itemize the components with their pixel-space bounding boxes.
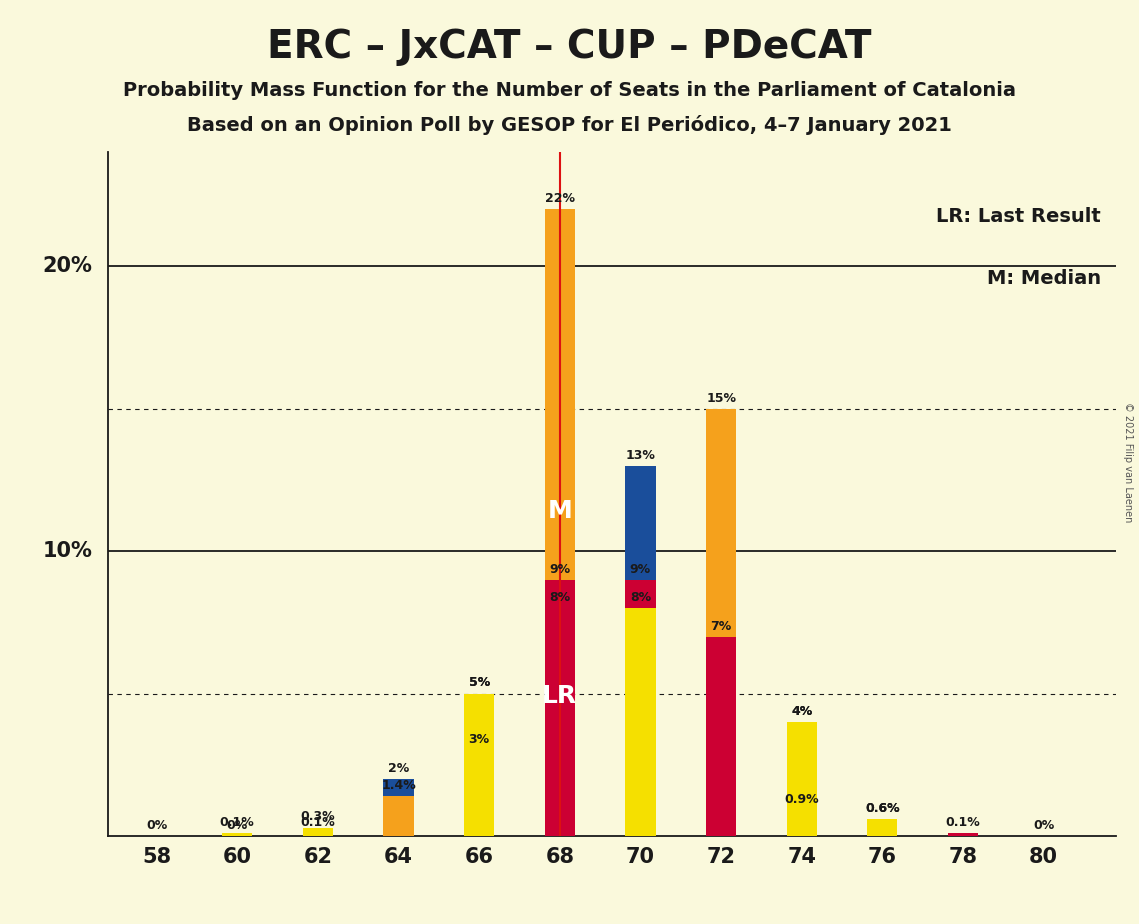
Bar <box>625 580 656 836</box>
Text: © 2021 Filip van Laenen: © 2021 Filip van Laenen <box>1123 402 1132 522</box>
Text: 0.1%: 0.1% <box>220 816 255 829</box>
Text: 0.6%: 0.6% <box>865 802 900 815</box>
Text: 1.4%: 1.4% <box>382 779 416 792</box>
Text: 9%: 9% <box>630 563 652 576</box>
Text: 0.9%: 0.9% <box>785 794 819 807</box>
Bar <box>948 833 978 836</box>
Text: LR: LR <box>542 684 577 708</box>
Text: 20%: 20% <box>42 257 92 276</box>
Bar <box>464 694 494 836</box>
Text: 0.1%: 0.1% <box>945 816 981 829</box>
Bar <box>787 810 817 836</box>
Bar <box>384 796 413 836</box>
Bar <box>625 466 656 836</box>
Text: 5%: 5% <box>468 676 490 689</box>
Bar <box>544 210 575 836</box>
Bar <box>787 723 817 836</box>
Text: Probability Mass Function for the Number of Seats in the Parliament of Catalonia: Probability Mass Function for the Number… <box>123 81 1016 101</box>
Text: 0%: 0% <box>1033 819 1055 832</box>
Text: 9%: 9% <box>549 563 571 576</box>
Text: 3%: 3% <box>468 734 490 747</box>
Bar <box>384 779 413 836</box>
Bar <box>464 694 494 836</box>
Bar <box>303 833 333 836</box>
Text: ERC – JxCAT – CUP – PDeCAT: ERC – JxCAT – CUP – PDeCAT <box>268 28 871 66</box>
Bar <box>544 580 575 836</box>
Bar <box>625 608 656 836</box>
Bar <box>867 820 898 836</box>
Text: 0.1%: 0.1% <box>301 816 335 829</box>
Text: 7%: 7% <box>711 619 731 633</box>
Bar <box>867 820 898 836</box>
Bar <box>706 637 736 836</box>
Text: 0.3%: 0.3% <box>301 810 335 823</box>
Text: 10%: 10% <box>42 541 92 561</box>
Bar <box>544 608 575 836</box>
Text: 0.6%: 0.6% <box>865 802 900 815</box>
Text: 2%: 2% <box>388 762 409 775</box>
Text: 8%: 8% <box>630 591 652 604</box>
Text: 13%: 13% <box>625 448 655 462</box>
Text: LR: Last Result: LR: Last Result <box>936 207 1101 226</box>
Text: 4%: 4% <box>792 705 812 718</box>
Text: 15%: 15% <box>706 392 736 405</box>
Text: M: M <box>548 499 572 523</box>
Bar <box>222 833 253 836</box>
Text: 5%: 5% <box>468 676 490 689</box>
Text: M: Median: M: Median <box>988 269 1101 287</box>
Bar <box>706 409 736 836</box>
Bar <box>303 828 333 836</box>
Text: 0%: 0% <box>227 819 248 832</box>
Bar <box>464 750 494 836</box>
Text: 22%: 22% <box>544 192 575 205</box>
Bar <box>787 723 817 836</box>
Text: 0%: 0% <box>146 819 167 832</box>
Text: 4%: 4% <box>792 705 812 718</box>
Text: 8%: 8% <box>549 591 571 604</box>
Text: Based on an Opinion Poll by GESOP for El Periódico, 4–7 January 2021: Based on an Opinion Poll by GESOP for El… <box>187 115 952 135</box>
